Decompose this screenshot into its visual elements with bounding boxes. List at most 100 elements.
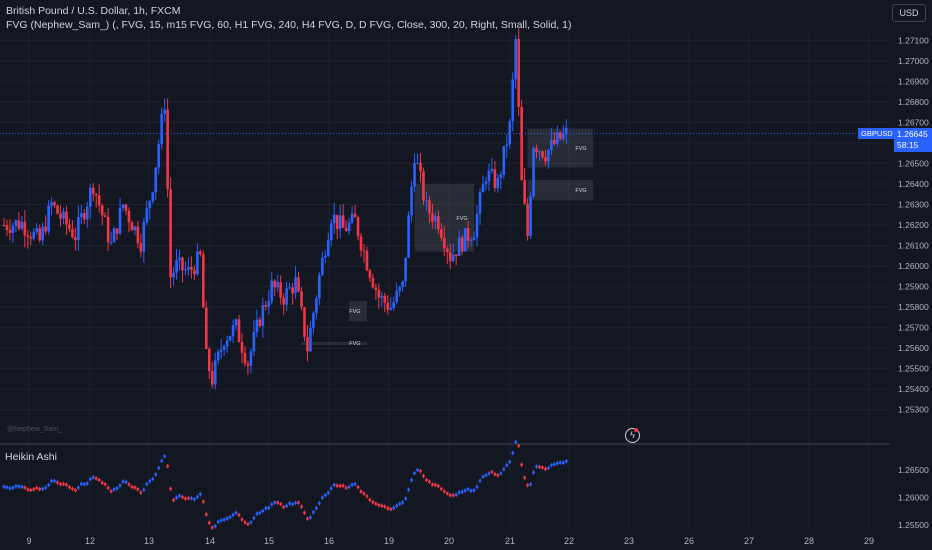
ha-body: [556, 462, 559, 465]
ha-body: [237, 513, 241, 517]
candle-body: [523, 180, 526, 204]
ha-body: [398, 502, 401, 505]
candle-body: [59, 213, 62, 219]
candle-body: [538, 151, 541, 153]
candle-body: [413, 163, 416, 187]
ha-body: [151, 477, 155, 481]
candle-body: [175, 260, 178, 273]
ha-body: [133, 486, 137, 489]
candle-body: [514, 39, 517, 80]
ha-body: [300, 505, 303, 508]
candle-body: [142, 222, 146, 252]
candle-body: [410, 186, 413, 216]
ha-body: [285, 504, 288, 507]
time-tick-label: 27: [744, 536, 754, 546]
lightning-icon[interactable]: ϟ: [625, 428, 640, 443]
ha-body: [103, 483, 107, 486]
candle-body: [368, 270, 372, 278]
candle-body: [416, 162, 419, 164]
candle-body: [199, 251, 202, 255]
candle-body: [65, 211, 68, 225]
candle-body: [285, 288, 288, 305]
ha-body: [282, 505, 285, 509]
candle-body: [127, 210, 131, 223]
ha-body: [547, 466, 550, 470]
candle-body: [451, 254, 455, 262]
ha-body: [332, 483, 336, 487]
price-tick-label: 1.26300: [898, 199, 929, 209]
ha-body: [472, 489, 476, 492]
candle-body: [181, 257, 184, 271]
candle-body: [80, 213, 83, 218]
candle-body: [207, 348, 211, 371]
candle-body: [294, 277, 297, 294]
heikin-ashi-label[interactable]: Heikin Ashi: [5, 451, 57, 463]
candle-body: [383, 295, 387, 303]
candle-body: [386, 302, 390, 310]
fvg-zone: [527, 179, 594, 201]
candle-body: [550, 140, 553, 150]
ha-body: [445, 492, 449, 495]
ha-body: [80, 482, 83, 486]
ha-body: [306, 517, 309, 520]
candle-body: [216, 351, 220, 361]
ha-body: [425, 478, 428, 482]
candle-body: [115, 228, 119, 234]
candle-body: [234, 319, 238, 326]
candle-body: [20, 221, 24, 229]
ha-body: [329, 487, 333, 490]
candle-body: [306, 336, 309, 352]
candle-body: [350, 213, 354, 223]
ha-body: [222, 518, 226, 521]
ha-body: [74, 489, 77, 492]
ha-body: [315, 507, 318, 510]
ha-body: [258, 511, 262, 514]
candle-body: [392, 302, 396, 308]
ha-body: [267, 506, 271, 509]
time-tick-label: 23: [624, 536, 634, 546]
candle-body: [407, 215, 410, 258]
ha-body: [139, 491, 143, 494]
ha-body: [303, 511, 306, 514]
candle-body: [228, 336, 232, 341]
ha-body: [47, 483, 50, 487]
candle-body: [443, 238, 446, 249]
ha-body: [166, 465, 169, 468]
candle-body: [520, 106, 523, 181]
candle-body: [50, 202, 53, 206]
price-axis[interactable]: 1.27100 1.27000 1.26900 1.26800 1.267001.266…: [898, 35, 929, 414]
currency-button[interactable]: USD: [892, 4, 926, 22]
candle-body: [502, 145, 506, 175]
ha-body: [538, 465, 541, 469]
candle-body: [487, 170, 491, 182]
candle-body: [454, 254, 458, 257]
candle-body: [404, 257, 407, 282]
ha-body: [23, 486, 27, 489]
ha-body: [115, 487, 119, 490]
ha-body: [2, 485, 6, 488]
heikin-axis[interactable]: 1.26500 1.26000 1.25500: [898, 465, 929, 530]
candle-body: [544, 157, 547, 162]
candle-body: [445, 248, 449, 253]
candle-body: [14, 220, 18, 226]
ha-body: [202, 500, 205, 503]
grid: [0, 30, 890, 530]
candle-body: [109, 242, 113, 244]
price-tick-label: 1.25300: [898, 405, 929, 415]
candle-body: [145, 208, 149, 223]
time-axis[interactable]: 9 12 13 14 15 16 19 20 21 22 23 26 27 28 29: [26, 536, 874, 546]
indicator-legend[interactable]: FVG (Nephew_Sam_) (, FVG, 15, m15 FVG, 6…: [6, 19, 572, 31]
candle-body: [169, 189, 172, 278]
ha-body: [91, 476, 95, 479]
last-price-tag: 1.26645 58:15: [894, 127, 932, 152]
price-tick-label: 1.26200: [898, 220, 929, 230]
candle-body: [324, 255, 327, 258]
candle-body: [154, 167, 158, 193]
ha-body: [434, 483, 437, 487]
ha-body: [187, 497, 190, 500]
candle-body: [139, 243, 143, 252]
ha-body: [231, 513, 235, 517]
candle-body: [315, 298, 318, 314]
ha-body: [207, 521, 211, 525]
